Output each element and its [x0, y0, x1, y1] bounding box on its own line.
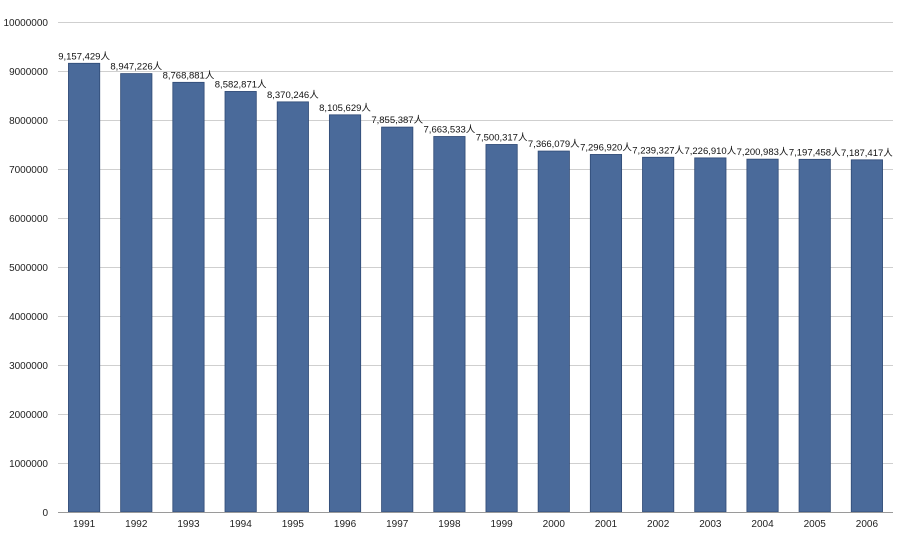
bar: [537, 150, 570, 513]
x-tick-label: 1996: [334, 519, 357, 530]
y-tick-label: 10000000: [4, 18, 49, 29]
bar: [485, 144, 518, 513]
bars: [68, 62, 883, 513]
x-tick-label: 1993: [177, 519, 200, 530]
bar: [746, 158, 779, 513]
x-tick-label: 1995: [282, 519, 305, 530]
x-tick-label: 1997: [386, 519, 409, 530]
bar: [381, 126, 414, 513]
data-label: 8,947,226人: [110, 62, 162, 73]
y-tick-label: 5000000: [9, 263, 48, 274]
x-tick-label: 2002: [647, 519, 670, 530]
data-label: 7,855,387人: [371, 115, 423, 126]
bar: [172, 81, 205, 513]
y-tick-label: 7000000: [9, 165, 48, 176]
bar: [642, 156, 675, 513]
bar: [433, 136, 466, 513]
bar: [850, 159, 883, 513]
data-label: 7,226,910人: [684, 146, 736, 157]
bar: [224, 91, 257, 513]
bar: [120, 73, 153, 513]
data-label: 8,768,881人: [163, 70, 215, 81]
x-tick-label: 2000: [543, 519, 566, 530]
y-tick-label: 3000000: [9, 361, 48, 372]
bar: [276, 101, 309, 513]
data-label: 7,296,920人: [580, 142, 632, 153]
data-label: 7,239,327人: [632, 145, 684, 156]
bar: [798, 158, 831, 513]
data-label: 8,582,871人: [215, 79, 267, 90]
y-tick-label: 8000000: [9, 116, 48, 127]
data-label: 7,197,458人: [789, 147, 841, 158]
x-tick-label: 1992: [125, 519, 148, 530]
data-label: 7,663,533人: [424, 124, 476, 135]
data-labels: 9,157,429人8,947,226人8,768,881人8,582,871人…: [58, 51, 893, 159]
data-label: 8,105,629人: [319, 103, 371, 114]
data-label: 7,500,317人: [476, 132, 528, 143]
bar: [589, 154, 623, 513]
x-tick-label: 1998: [438, 519, 461, 530]
x-tick-label: 2006: [856, 519, 879, 530]
bar: [68, 62, 101, 513]
y-tick-label: 2000000: [9, 410, 48, 421]
bar: [694, 157, 727, 513]
bar: [328, 114, 362, 513]
data-label: 9,157,429人: [58, 51, 110, 62]
x-axis-tick-labels: 1991 1992 1993 1994 1995 1996 1997 1998 1999 2000…: [73, 519, 879, 530]
y-tick-label: 9000000: [9, 67, 48, 78]
y-axis-tick-labels: 0 1000000 2000000 3000000 4000000 5000000 6000…: [4, 18, 49, 519]
data-label: 7,366,079人: [528, 139, 580, 150]
x-tick-label: 1991: [73, 519, 96, 530]
data-label: 7,187,417人: [841, 148, 893, 159]
x-tick-label: 2003: [699, 519, 722, 530]
x-tick-label: 2001: [595, 519, 618, 530]
y-tick-label: 0: [42, 508, 48, 519]
x-tick-label: 2005: [804, 519, 827, 530]
y-tick-label: 4000000: [9, 312, 48, 323]
x-tick-label: 1994: [230, 519, 253, 530]
x-tick-label: 2004: [751, 519, 774, 530]
data-label: 7,200,983人: [737, 147, 789, 158]
x-tick-label: 1999: [490, 519, 513, 530]
y-tick-label: 6000000: [9, 214, 48, 225]
y-tick-label: 1000000: [9, 459, 48, 470]
data-label: 8,370,246人: [267, 90, 319, 101]
